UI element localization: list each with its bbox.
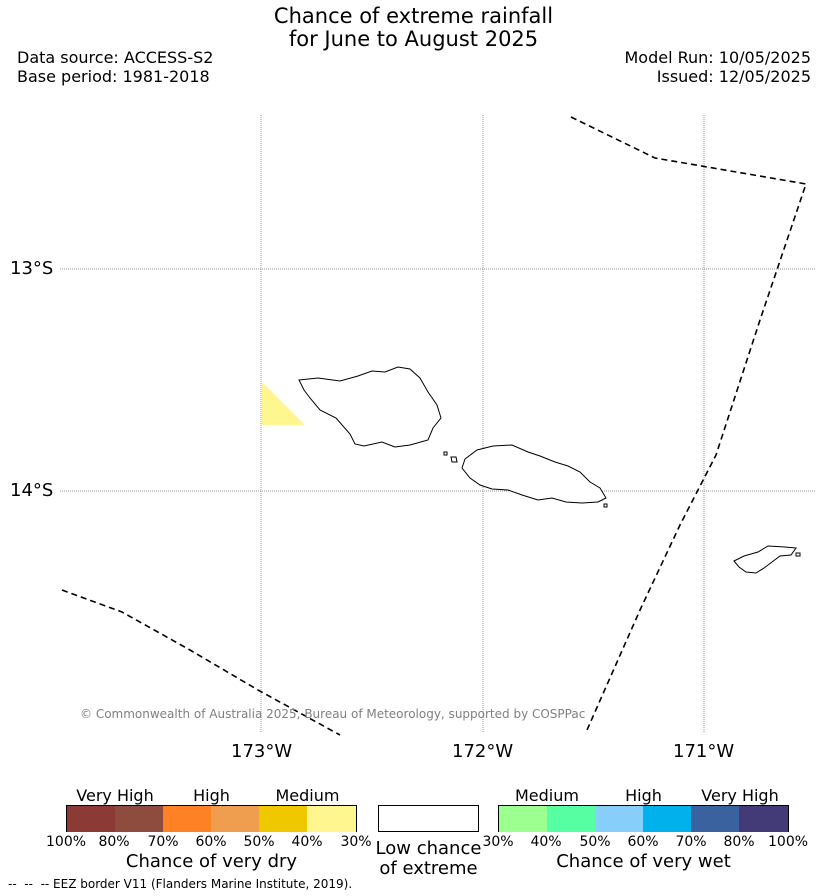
upolu-island <box>461 444 607 504</box>
apolima-islet <box>443 451 448 456</box>
map-title-line2: for June to August 2025 <box>288 27 539 51</box>
dry-group-very-high: Very High <box>76 786 154 805</box>
wet-tick-100: 100% <box>768 834 809 850</box>
wet-tick-40: 40% <box>530 834 562 850</box>
dry-tick-100: 100% <box>46 834 87 850</box>
wet-swatch-60-70 <box>643 806 692 832</box>
wet-tick-50: 50% <box>579 834 611 850</box>
dry-swatch-30-40 <box>307 806 356 832</box>
map-canvas <box>60 115 815 736</box>
base-period: Base period: 1981-2018 <box>17 67 210 86</box>
wet-swatch-40-50 <box>547 806 596 832</box>
dry-tick-60: 60% <box>195 834 227 850</box>
wet-colorbar <box>498 805 789 832</box>
graticule <box>60 115 815 733</box>
map-title-line1: Chance of extreme rainfall <box>273 4 554 28</box>
wet-tick-80: 80% <box>723 834 755 850</box>
dry-colorbar <box>66 805 357 832</box>
eez-border <box>61 116 808 736</box>
nuutele-islet <box>603 503 608 508</box>
dry-tick-50: 50% <box>243 834 275 850</box>
lon-label-173w: 173°W <box>231 741 293 762</box>
dry-tick-40: 40% <box>291 834 323 850</box>
manono-islet <box>450 456 458 463</box>
eez-border-southwest <box>61 589 341 736</box>
data-source: Data source: ACCESS-S2 <box>17 48 214 67</box>
wet-group-high: High <box>625 786 662 805</box>
model-run: Model Run: 10/05/2025 <box>624 48 812 67</box>
eez-border-east <box>570 116 808 731</box>
lon-label-172w: 172°W <box>452 741 514 762</box>
wet-swatch-70-80 <box>691 806 740 832</box>
dry-swatch-80-100 <box>67 806 116 832</box>
dry-group-medium: Medium <box>275 786 340 805</box>
issued-date: Issued: 12/05/2025 <box>656 67 811 86</box>
wet-tick-30: 30% <box>482 834 514 850</box>
aunuu-islet <box>795 552 801 557</box>
wet-swatch-30-40 <box>499 806 548 832</box>
wet-group-medium: Medium <box>515 786 579 805</box>
dry-caption: Chance of very dry <box>125 851 298 872</box>
dry-tick-80: 80% <box>98 834 130 850</box>
dry-swatch-60-70 <box>163 806 212 832</box>
wet-swatch-80-100 <box>739 806 788 832</box>
tutuila-island <box>733 545 797 574</box>
eez-footnote: -- -- -- EEZ border V11 (Flanders Marine… <box>8 877 353 891</box>
low-chance-swatch <box>378 805 479 832</box>
low-chance-caption-line2: of extreme <box>379 858 478 879</box>
dry-tick-30: 30% <box>340 834 372 850</box>
lat-label-14s: 14°S <box>10 480 54 501</box>
wet-group-very-high: Very High <box>701 786 779 805</box>
dry-swatch-40-50 <box>259 806 308 832</box>
savaii-island <box>298 366 442 448</box>
rainfall-overlay-cell <box>262 382 305 425</box>
wet-swatch-50-60 <box>595 806 644 832</box>
lon-label-171w: 171°W <box>673 741 735 762</box>
low-chance-caption-line1: Low chance <box>375 838 482 859</box>
lat-label-13s: 13°S <box>10 258 54 279</box>
dry-tick-70: 70% <box>147 834 179 850</box>
dry-group-high: High <box>193 786 230 805</box>
wet-tick-60: 60% <box>627 834 659 850</box>
wet-tick-70: 70% <box>675 834 707 850</box>
dry-swatch-50-60 <box>211 806 260 832</box>
dry-swatch-70-80 <box>115 806 164 832</box>
islands <box>298 366 801 574</box>
wet-caption: Chance of very wet <box>556 851 731 872</box>
copyright-notice: © Commonwealth of Australia 2025, Bureau… <box>80 707 586 721</box>
